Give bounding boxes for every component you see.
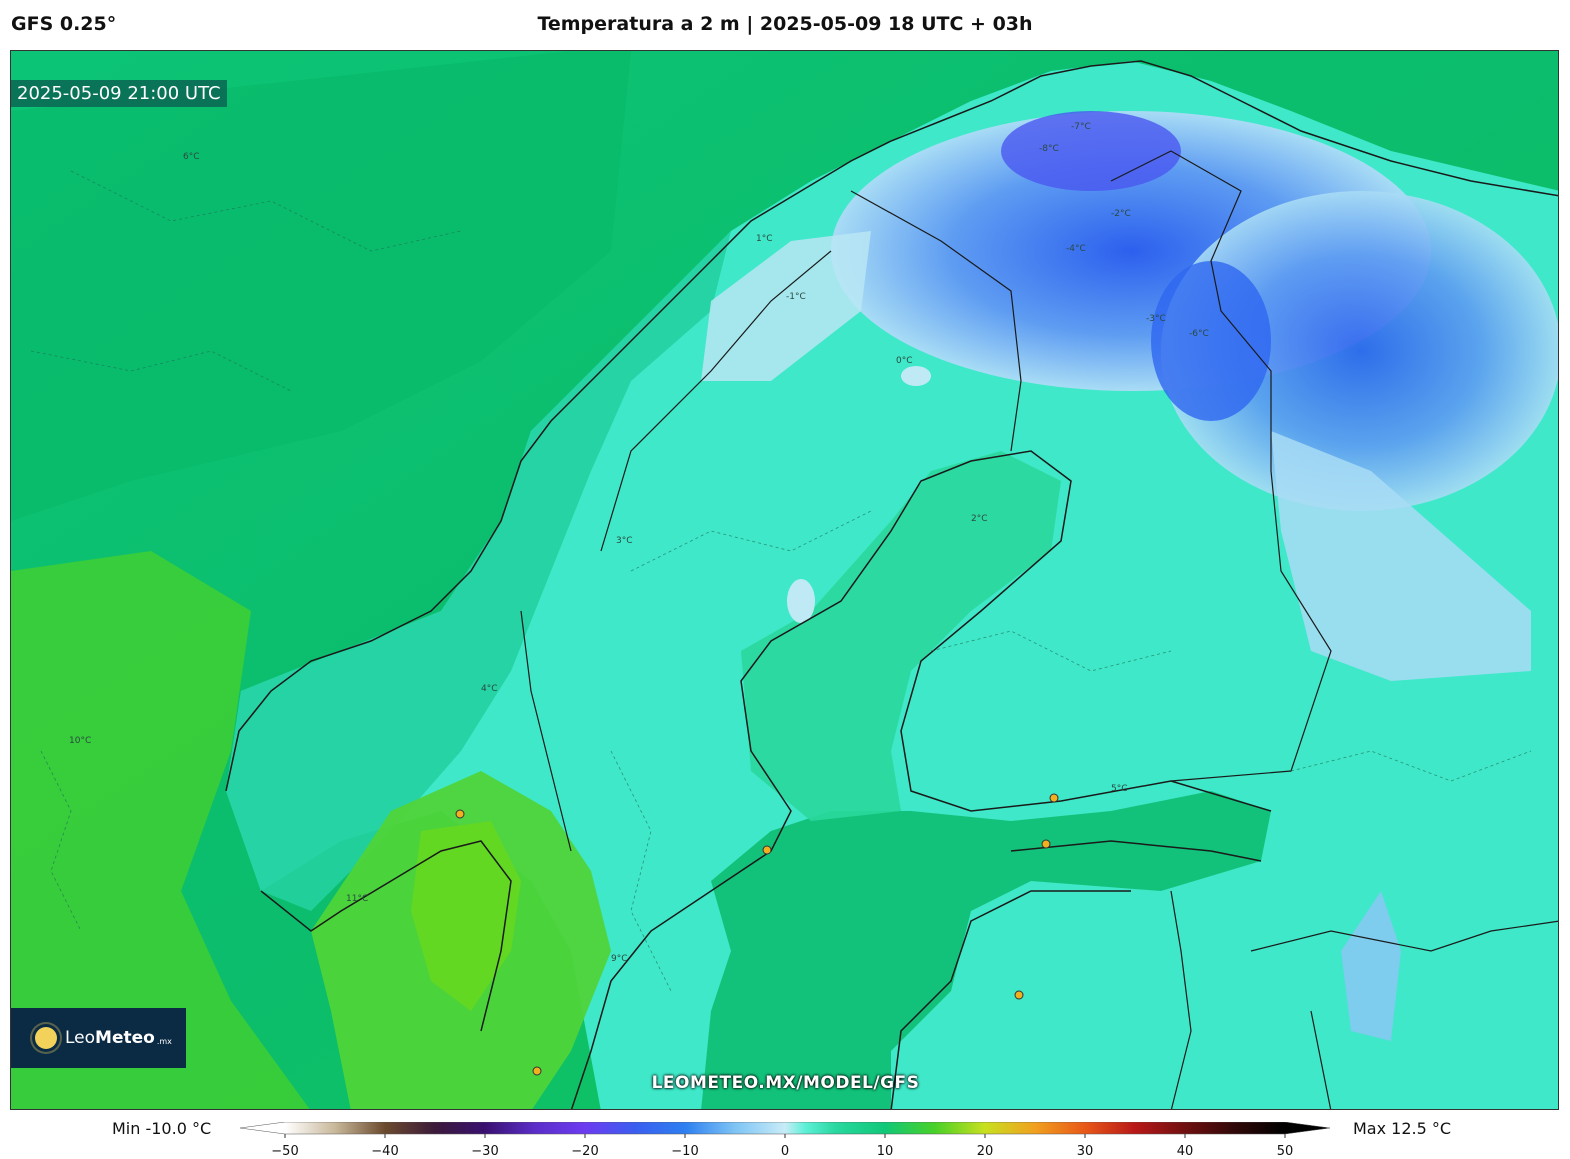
contour-label: -6°C [1189, 329, 1209, 339]
logo-tld: .mx [156, 1036, 172, 1046]
colorbar-tick-label: 0 [781, 1144, 789, 1159]
colorbar-tick-label: −40 [371, 1144, 398, 1159]
colorbar-tick-label: 10 [877, 1144, 894, 1159]
sun-icon [35, 1027, 57, 1049]
city-marker-riga [1014, 990, 1024, 1000]
contour-label: 2°C [971, 514, 988, 524]
colorbar: −50 −40 −30 −20 −10 0 10 20 30 40 50 [240, 1122, 1331, 1159]
city-markers [455, 793, 1059, 1076]
cold-core-1 [1001, 111, 1181, 191]
colorbar-tick-label: 40 [1177, 1144, 1194, 1159]
contour-label: 6°C [183, 152, 200, 162]
cold-plume-south [1271, 431, 1531, 681]
contour-label: -7°C [1071, 122, 1091, 132]
warm-sea-southwest [11, 551, 310, 1109]
cold-region-kola [1161, 191, 1558, 511]
contour-label: -8°C [1039, 144, 1059, 154]
contour-label: 4°C [481, 684, 498, 694]
city-marker-stockholm [762, 845, 772, 855]
lake-1 [787, 579, 815, 623]
temperature-map[interactable]: 6°C 1°C -1°C -3°C -6°C -8°C -7°C -2°C -4… [10, 50, 1559, 1110]
watermark-url: LEOMETEO.MX/MODEL/GFS [651, 1073, 920, 1093]
colorbar-tick-label: 50 [1277, 1144, 1294, 1159]
contour-label: -4°C [1066, 244, 1086, 254]
colorbar-tick-label: −10 [671, 1144, 698, 1159]
contour-label: -2°C [1111, 209, 1131, 219]
colorbar-tick-label: −50 [271, 1144, 298, 1159]
gulf-of-bothnia [741, 451, 1061, 821]
contour-label: 10°C [69, 736, 91, 746]
leometeo-logo[interactable]: LeoMeteo .mx [11, 1008, 186, 1068]
city-marker-helsinki [1049, 793, 1059, 803]
contour-labels: 6°C 1°C -1°C -3°C -6°C -8°C -7°C -2°C -4… [69, 122, 1209, 964]
contour-label: 5°C [1111, 784, 1128, 794]
contour-label: 0°C [896, 356, 913, 366]
sea-darker-band [11, 51, 631, 521]
colorbar-tick-label: 20 [977, 1144, 994, 1159]
cold-core-2 [1151, 261, 1271, 421]
contour-label: -1°C [786, 292, 806, 302]
contour-label: 9°C [611, 954, 628, 964]
colorbar-ticks: −50 −40 −30 −20 −10 0 10 20 30 40 50 [271, 1134, 1293, 1159]
valid-time-label: 2025-05-09 21:00 UTC [11, 80, 227, 107]
colorbar-min-label: Min -10.0 °C [112, 1119, 212, 1138]
contour-label: 3°C [616, 536, 633, 546]
isotherms [30, 170, 1532, 992]
south-sweden-warm-core [411, 821, 521, 1011]
city-marker-oslo [455, 809, 465, 819]
contour-label: 11°C [346, 894, 368, 904]
contour-label: -3°C [1146, 314, 1166, 324]
city-marker-copenhagen [532, 1066, 542, 1076]
cold-spot-east [1341, 891, 1401, 1041]
model-name: GFS 0.25° [11, 13, 117, 35]
coastlines [225, 60, 1558, 1109]
baltic-sea [701, 791, 1271, 1109]
norway-coast-green [226, 231, 731, 911]
colorbar-max-label: Max 12.5 °C [1353, 1119, 1452, 1138]
cold-spot-west [701, 231, 871, 381]
logo-text: LeoMeteo [65, 1028, 155, 1048]
colorbar-gradient [240, 1122, 1331, 1135]
colorbar-tick-label: −30 [471, 1144, 498, 1159]
map-title: Temperatura a 2 m | 2025-05-09 18 UTC + … [537, 13, 1033, 35]
colorbar-tick-label: −20 [571, 1144, 598, 1159]
lake-2 [901, 366, 931, 386]
contour-label: 1°C [756, 234, 773, 244]
city-marker-tallinn [1041, 839, 1051, 849]
country-borders [520, 150, 1558, 1109]
map-canvas: 6°C 1°C -1°C -3°C -6°C -8°C -7°C -2°C -4… [11, 51, 1558, 1109]
colorbar-tick-label: 30 [1077, 1144, 1094, 1159]
